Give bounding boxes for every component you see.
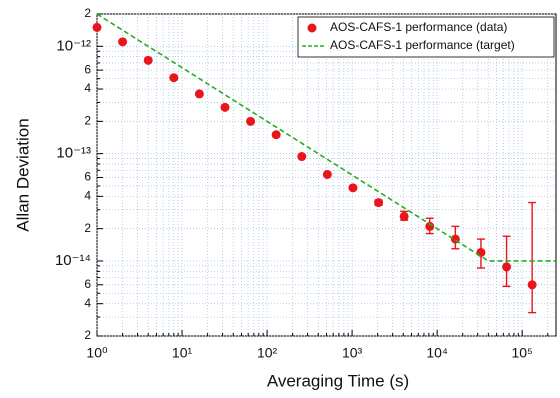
data-point <box>322 169 332 179</box>
y-tick-label: 2 <box>84 221 91 235</box>
data-point <box>374 198 384 208</box>
data-point <box>92 22 102 32</box>
data-point <box>348 183 358 193</box>
y-tick-label: 6 <box>84 62 91 76</box>
target-line <box>97 14 556 262</box>
data-point <box>399 211 409 221</box>
data-point <box>271 130 281 140</box>
data-point <box>143 55 153 65</box>
y-tick-label: 2 <box>84 114 91 128</box>
x-tick-label: 10⁴ <box>426 345 448 361</box>
y-tick-label: 2 <box>84 6 91 20</box>
x-tick-label: 10³ <box>342 345 363 361</box>
y-tick-label: 10⁻¹⁴ <box>55 252 91 269</box>
data-point <box>194 89 204 99</box>
data-point <box>118 37 128 47</box>
data-point <box>502 262 512 272</box>
y-tick-label: 4 <box>84 189 91 203</box>
data-point <box>297 152 307 162</box>
y-axis-label: Allan Deviation <box>13 118 32 231</box>
data-point <box>425 221 435 231</box>
data-point <box>527 280 537 290</box>
x-axis-label: Averaging Time (s) <box>267 371 409 390</box>
x-tick-label: 10⁰ <box>86 345 108 361</box>
legend-box <box>297 16 555 58</box>
y-tick-label: 2 <box>84 328 91 342</box>
y-tick-label: 10⁻¹³ <box>56 145 91 162</box>
y-tick-label: 4 <box>84 296 91 310</box>
y-tick-label: 6 <box>84 277 91 291</box>
y-tick-label: 4 <box>84 81 91 95</box>
legend-label: AOS-CAFS-1 performance (target) <box>330 38 515 52</box>
x-tick-label: 10² <box>257 345 278 361</box>
legend-label: AOS-CAFS-1 performance (data) <box>330 20 507 34</box>
x-tick-label: 10⁵ <box>511 345 532 361</box>
data-point <box>220 102 230 112</box>
data-point <box>246 116 256 126</box>
y-tick-label: 6 <box>84 170 91 184</box>
x-tick-label: 10¹ <box>172 345 193 361</box>
y-tick-label: 10⁻¹² <box>56 37 91 54</box>
data-point <box>476 247 486 257</box>
legend-marker <box>307 23 317 33</box>
data-point <box>169 73 179 83</box>
